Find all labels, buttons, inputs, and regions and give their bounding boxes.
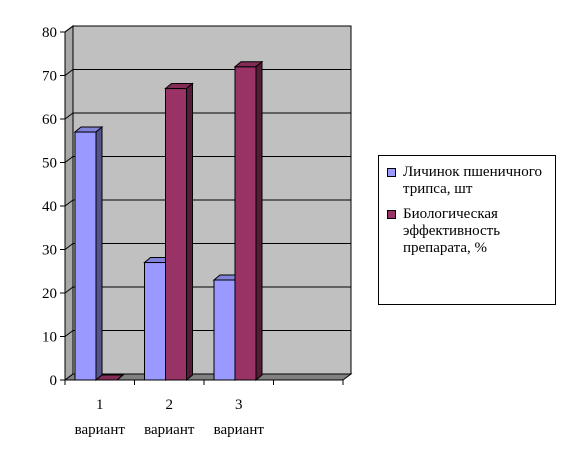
y-tick-label: 60 bbox=[42, 112, 57, 128]
gridlines bbox=[64, 25, 351, 337]
x-tick-labels: 1 вариант 2 вариант 3 вариант bbox=[75, 397, 265, 438]
y-tick-labels: 0 10 20 30 40 50 60 70 80 bbox=[42, 25, 57, 389]
y-tick-label: 70 bbox=[42, 69, 57, 85]
legend-swatch-larvae bbox=[387, 168, 396, 177]
bar-front bbox=[234, 66, 257, 381]
x-tick-label-3: вариант bbox=[214, 422, 265, 438]
y-tick-label: 10 bbox=[42, 330, 57, 346]
y-tick-label: 0 bbox=[50, 373, 58, 389]
x-tick-number-2: 2 bbox=[166, 397, 174, 413]
axes bbox=[60, 31, 344, 385]
legend-swatch-efficiency bbox=[387, 210, 396, 219]
bars bbox=[73, 60, 264, 382]
gridline-diag bbox=[64, 330, 74, 337]
gridline-diag bbox=[64, 156, 74, 163]
bar-side bbox=[95, 125, 103, 382]
bar-2-efficiency bbox=[164, 82, 194, 382]
bar-1-larvae bbox=[73, 125, 104, 382]
legend: Личинок пшеничного трипса, шт Биологичес… bbox=[378, 155, 556, 305]
x-tick-number-3: 3 bbox=[235, 397, 243, 413]
plot-area bbox=[63, 25, 353, 381]
gridline-diag bbox=[64, 243, 74, 250]
y-tick-label: 30 bbox=[42, 243, 57, 259]
bar-side bbox=[116, 374, 124, 381]
bar-side bbox=[186, 82, 193, 382]
y-tick-label: 20 bbox=[42, 286, 57, 302]
x-tick-label-1: вариант bbox=[75, 422, 126, 438]
bar-3-efficiency bbox=[233, 60, 264, 382]
gridline-diag bbox=[64, 25, 74, 33]
y-tick-label: 40 bbox=[42, 199, 57, 215]
legend-label-larvae: Личинок пшеничного трипса, шт bbox=[403, 164, 542, 197]
x-tick-label-2: вариант bbox=[144, 422, 195, 438]
gridline-diag bbox=[64, 112, 74, 120]
bar-front bbox=[165, 88, 187, 381]
gridline-diag bbox=[64, 69, 74, 76]
legend-label-efficiency: Биологическая эффективность препарата, % bbox=[403, 206, 501, 256]
bar-front bbox=[213, 279, 236, 381]
gridline-diag bbox=[64, 286, 74, 294]
legend-item-larvae: Личинок пшеничного трипса, шт bbox=[387, 164, 549, 198]
y-tick-label: 50 bbox=[42, 156, 57, 172]
bar-front bbox=[144, 262, 166, 381]
y-tick-label: 80 bbox=[42, 25, 57, 41]
bar-side bbox=[255, 60, 263, 382]
legend-item-efficiency: Биологическая эффективность препарата, % bbox=[387, 206, 549, 257]
bar-front bbox=[74, 131, 97, 381]
x-tick-number-1: 1 bbox=[96, 397, 104, 413]
gridline-diag bbox=[64, 199, 74, 207]
